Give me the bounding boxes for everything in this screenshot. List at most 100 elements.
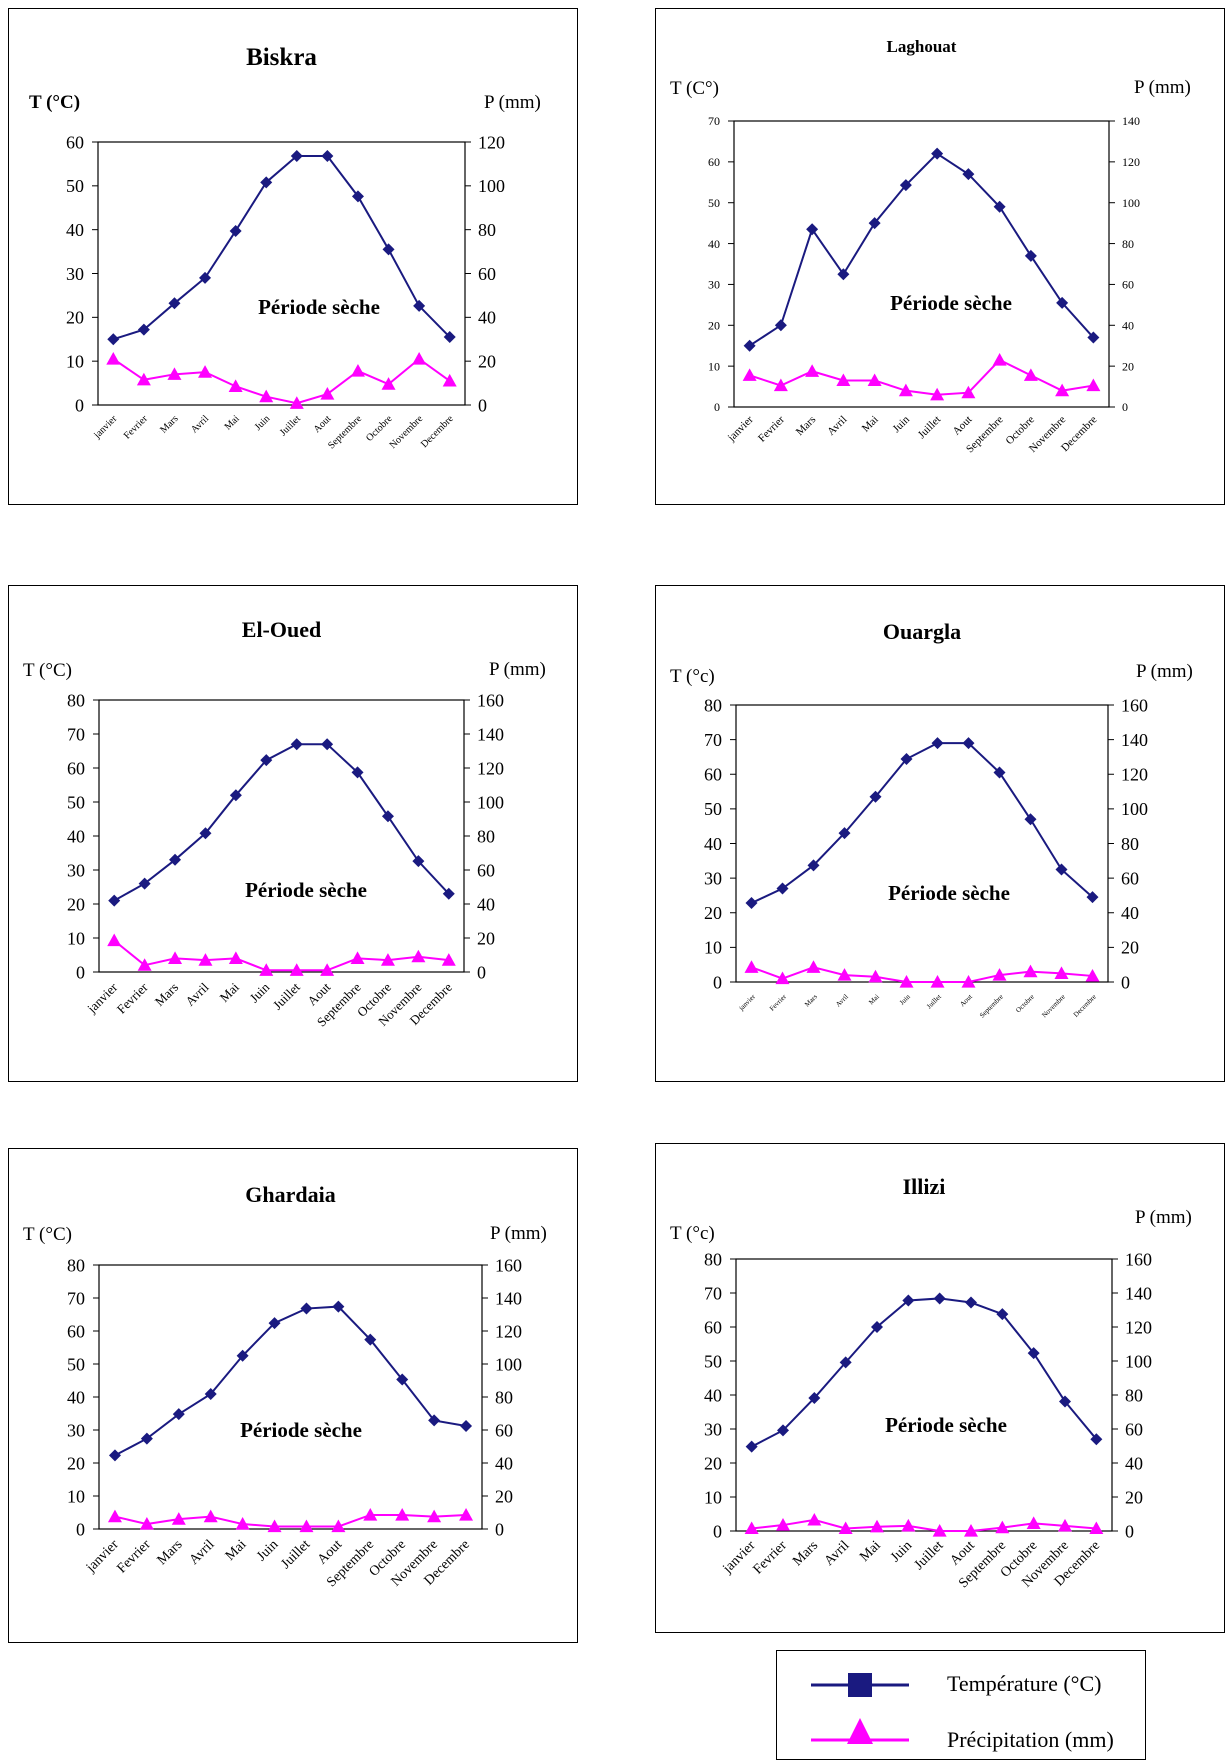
y2-tick-label: 0 bbox=[1122, 400, 1128, 414]
precipitation-point-marker bbox=[320, 387, 335, 400]
temperature-point-marker bbox=[108, 894, 121, 907]
y2-tick-label: 120 bbox=[477, 758, 504, 778]
temperature-point-marker bbox=[868, 217, 881, 230]
y2-tick-label: 40 bbox=[495, 1453, 513, 1473]
precipitation-point-marker bbox=[930, 387, 945, 401]
temperature-point-marker bbox=[745, 897, 758, 910]
y-tick-label: 30 bbox=[67, 860, 85, 880]
x-tick-label: Decembre bbox=[1072, 993, 1098, 1019]
precipitation-point-marker bbox=[868, 969, 883, 983]
x-tick-label: Fevrier bbox=[751, 1538, 790, 1577]
temperature-point-marker bbox=[268, 1317, 281, 1330]
chart-legend: Température (°C) Précipitation (mm) bbox=[776, 1650, 1146, 1760]
precipitation-point-marker bbox=[137, 958, 152, 971]
y2-tick-label: 80 bbox=[1122, 237, 1134, 251]
temperature-point-marker bbox=[107, 333, 120, 346]
temperature-point-marker bbox=[743, 339, 756, 352]
y2-tick-label: 40 bbox=[477, 894, 495, 914]
legend-label-precipitation: Précipitation (mm) bbox=[947, 1727, 1114, 1752]
temperature-point-marker bbox=[321, 738, 334, 751]
y2-tick-label: 60 bbox=[495, 1420, 513, 1440]
temperature-point-marker bbox=[199, 271, 212, 284]
precipitation-point-marker bbox=[1023, 368, 1038, 381]
temperature-point-marker bbox=[260, 754, 273, 767]
y-tick-label: 30 bbox=[704, 868, 722, 888]
x-tick-label: Mai bbox=[867, 993, 881, 1007]
y2-tick-label: 0 bbox=[478, 395, 487, 415]
y2-tick-label: 140 bbox=[1121, 730, 1148, 750]
precipitation-series-line bbox=[751, 966, 1093, 983]
y-tick-label: 20 bbox=[66, 308, 84, 328]
temperature-point-marker bbox=[172, 1408, 185, 1421]
temperature-point-marker bbox=[412, 855, 425, 868]
temperature-point-marker bbox=[199, 827, 212, 840]
temperature-point-marker bbox=[351, 190, 364, 203]
temperature-point-marker bbox=[745, 1440, 758, 1453]
dry-period-annotation: Période sèche bbox=[890, 291, 1012, 315]
y2-tick-label: 140 bbox=[1122, 114, 1140, 128]
temperature-point-marker bbox=[108, 1449, 121, 1462]
precipitation-point-marker bbox=[441, 953, 456, 966]
temperature-point-marker bbox=[899, 179, 912, 192]
y2-tick-label: 100 bbox=[1125, 1351, 1152, 1371]
x-tick-label: Juin bbox=[253, 413, 273, 433]
temperature-point-marker bbox=[902, 1294, 915, 1307]
precipitation-point-marker bbox=[228, 379, 243, 392]
temperature-point-marker bbox=[169, 853, 182, 866]
y2-tick-label: 120 bbox=[495, 1321, 522, 1341]
precipitation-point-marker bbox=[1085, 968, 1100, 982]
x-tick-label: Fevrier bbox=[122, 413, 151, 442]
precipitation-series-line bbox=[751, 1518, 1097, 1532]
y-tick-label: 10 bbox=[67, 928, 85, 948]
chart-title: Laghouat bbox=[887, 37, 957, 56]
temperature-point-marker bbox=[993, 766, 1006, 779]
precipitation-point-marker bbox=[744, 960, 759, 973]
precipitation-point-marker bbox=[1026, 1516, 1041, 1529]
x-tick-label: Fevrier bbox=[768, 992, 788, 1012]
y-tick-label: 20 bbox=[704, 1453, 722, 1473]
y-tick-label: 30 bbox=[66, 264, 84, 284]
x-tick-label: Fevrier bbox=[114, 979, 152, 1017]
temperature-point-marker bbox=[869, 790, 882, 803]
y2-tick-label: 160 bbox=[477, 690, 504, 710]
temperature-point-marker bbox=[808, 1392, 821, 1405]
x-tick-label: Juin bbox=[891, 413, 913, 435]
temperature-series-line bbox=[751, 742, 1094, 904]
plot-area bbox=[98, 699, 465, 973]
x-tick-label: Juillet bbox=[270, 979, 303, 1012]
y2-tick-label: 100 bbox=[478, 176, 505, 196]
temperature-point-marker bbox=[933, 1292, 946, 1305]
precipitation-point-marker bbox=[901, 1518, 916, 1532]
x-tick-label: Avril bbox=[182, 979, 212, 1009]
x-tick-label: Avril bbox=[187, 1537, 218, 1568]
precipitation-point-marker bbox=[775, 971, 790, 985]
y-tick-label: 40 bbox=[704, 1385, 722, 1405]
y-tick-label: 20 bbox=[708, 318, 720, 332]
precipitation-point-marker bbox=[289, 963, 304, 976]
y-tick-label: 10 bbox=[704, 1487, 722, 1507]
x-tick-label: Juin bbox=[888, 1538, 915, 1565]
x-tick-label: Avril bbox=[822, 1538, 853, 1569]
y-tick-label: 60 bbox=[708, 155, 720, 169]
y2-tick-label: 140 bbox=[477, 724, 504, 744]
x-tick-label: Mai bbox=[223, 413, 242, 432]
y2-tick-label: 140 bbox=[1125, 1283, 1152, 1303]
precipitation-point-marker bbox=[442, 373, 457, 387]
precipitation-point-marker bbox=[395, 1507, 410, 1521]
temperature-series-line bbox=[751, 1297, 1098, 1448]
x-tick-label: Juillet bbox=[912, 1538, 947, 1573]
y2-tick-label: 60 bbox=[478, 264, 496, 284]
temperature-point-marker bbox=[140, 1432, 153, 1445]
temperature-point-marker bbox=[1055, 863, 1068, 876]
temperature-point-marker bbox=[962, 737, 975, 750]
temperature-point-marker bbox=[1059, 1395, 1071, 1408]
y2-tick-label: 0 bbox=[495, 1519, 504, 1539]
y2-tick-label: 20 bbox=[495, 1486, 513, 1506]
plot-area bbox=[98, 1264, 483, 1530]
y-tick-label: 0 bbox=[76, 1519, 85, 1539]
y2-tick-label: 60 bbox=[1121, 868, 1139, 888]
dry-period-annotation: Période sèche bbox=[258, 295, 380, 319]
legend-markers bbox=[811, 1673, 909, 1744]
temperature-point-marker bbox=[382, 243, 395, 256]
y2-tick-label: 120 bbox=[1121, 765, 1148, 785]
